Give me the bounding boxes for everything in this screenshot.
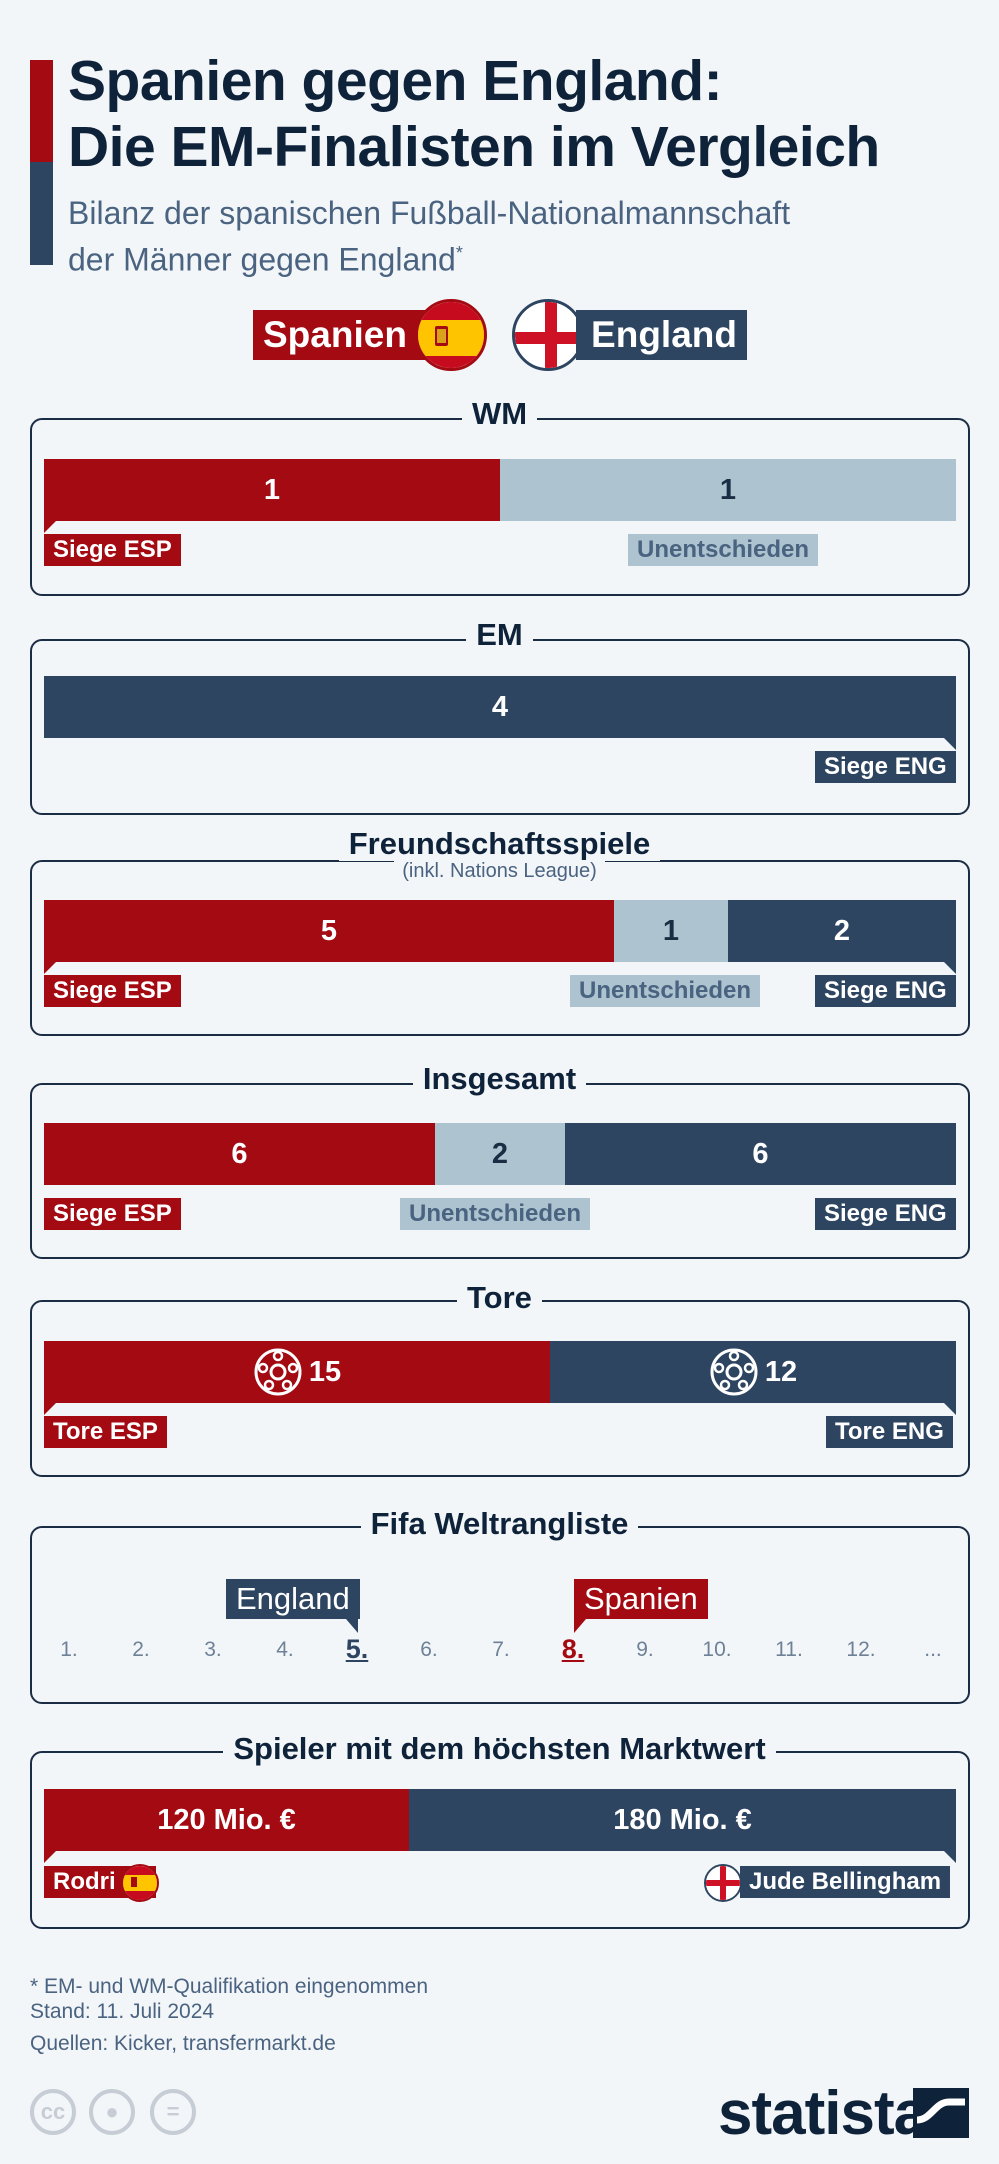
statista-logo[interactable]: statista <box>718 2079 928 2148</box>
page-title: Spanien gegen England: Die EM-Finalisten… <box>68 49 880 179</box>
goals-eng-value: 12 <box>764 1356 798 1388</box>
bar-segment-draws: 1 <box>614 900 728 962</box>
panel-title-friendlies: Freundschaftsspiele <box>0 826 999 862</box>
bar-segment-goals-eng: 12 <box>550 1341 956 1403</box>
label-wins-esp: Siege ESP <box>44 534 181 566</box>
sources-note: Quellen: Kicker, transfermarkt.de <box>30 2032 336 2055</box>
label-wins-eng: Siege ENG <box>815 975 956 1007</box>
rank-tick-spain: 8. <box>561 1634 585 1664</box>
cc-icon[interactable]: cc <box>30 2089 76 2135</box>
rank-tag-pointer <box>346 1619 358 1633</box>
label-notch <box>944 1403 956 1415</box>
team-label-england: England <box>576 310 747 360</box>
rank-tick: 1. <box>60 1638 78 1661</box>
label-notch <box>44 521 56 533</box>
football-icon <box>254 1348 302 1396</box>
accent-bar-red <box>30 60 53 162</box>
ranking-axis: 1. 2. 3. 4. 5. 6. 7. 8. 9. 10. 11. 12. .… <box>44 1634 956 1674</box>
bar-total: 6 2 6 <box>44 1123 956 1185</box>
england-flag-icon <box>704 1864 742 1902</box>
panel-title-wm: WM <box>0 396 999 432</box>
bar-segment-draws: 2 <box>435 1123 565 1185</box>
panel-title-fifa-ranking: Fifa Weltrangliste <box>0 1506 999 1542</box>
bar-segment-wins-eng: 2 <box>728 900 956 962</box>
england-flag-icon <box>512 299 584 371</box>
label-wins-esp: Siege ESP <box>44 1198 181 1230</box>
label-notch <box>944 738 956 750</box>
rank-tick-england: 5. <box>345 1634 369 1664</box>
bar-em: 4 <box>44 676 956 738</box>
spain-flag-icon <box>121 1864 159 1902</box>
label-draws: Unentschieden <box>628 534 819 566</box>
no-derivatives-icon[interactable]: = <box>150 2089 196 2135</box>
bar-friendlies: 5 1 2 <box>44 900 956 962</box>
footnote: * EM- und WM-Qualifikation eingenommen <box>30 1975 428 1998</box>
label-wins-esp: Siege ESP <box>44 975 181 1007</box>
label-wins-eng: Siege ENG <box>815 751 956 783</box>
label-goals-esp: Tore ESP <box>44 1416 167 1448</box>
bar-segment-wins-eng: 4 <box>44 676 956 738</box>
rank-tick: 11. <box>775 1638 803 1661</box>
label-notch <box>944 962 956 974</box>
panel-fifa-ranking <box>30 1526 970 1704</box>
label-draws: Unentschieden <box>400 1198 591 1230</box>
bar-wm: 1 1 <box>44 459 956 521</box>
rank-tick: 7. <box>492 1638 510 1661</box>
bar-segment-rodri: 120 Mio. € <box>44 1789 409 1851</box>
rank-tick: 12. <box>846 1638 876 1661</box>
bar-market-value: 120 Mio. € 180 Mio. € <box>44 1789 956 1851</box>
panel-title-total: Insgesamt <box>0 1061 999 1097</box>
panel-title-em: EM <box>0 617 999 653</box>
rank-tick: 10. <box>702 1638 732 1661</box>
football-icon <box>710 1348 758 1396</box>
rank-tick: 2. <box>132 1638 150 1661</box>
page-subtitle: Bilanz der spanischen Fußball-Nationalma… <box>68 195 791 278</box>
rank-tick: ... <box>924 1638 942 1661</box>
rank-tick: 9. <box>636 1638 654 1661</box>
rank-tick: 4. <box>276 1638 294 1661</box>
statista-logo-icon[interactable] <box>913 2088 969 2138</box>
panel-title-market-value: Spieler mit dem höchsten Marktwert <box>0 1731 999 1767</box>
bar-segment-bellingham: 180 Mio. € <box>409 1789 956 1851</box>
label-wins-eng: Siege ENG <box>815 1198 956 1230</box>
label-draws: Unentschieden <box>570 975 761 1007</box>
goals-esp-value: 15 <box>308 1356 342 1388</box>
rank-tag-spain: Spanien <box>574 1579 708 1619</box>
bar-segment-wins-esp: 6 <box>44 1123 435 1185</box>
label-notch <box>944 1851 956 1863</box>
label-player-bellingham: Jude Bellingham <box>740 1866 951 1898</box>
rank-tick: 3. <box>204 1638 222 1661</box>
rank-tag-pointer <box>574 1619 586 1633</box>
spain-flag-icon <box>415 299 487 371</box>
rank-tick: 6. <box>420 1638 438 1661</box>
label-notch <box>44 1851 56 1863</box>
label-notch <box>44 1403 56 1415</box>
panel-subtitle-friendlies: (inkl. Nations League) <box>0 860 999 883</box>
attribution-icon[interactable]: ● <box>89 2089 135 2135</box>
bar-segment-goals-esp: 15 <box>44 1341 550 1403</box>
bar-goals: 15 12 <box>44 1341 956 1403</box>
bar-segment-wins-esp: 5 <box>44 900 614 962</box>
panel-title-goals: Tore <box>0 1280 999 1316</box>
rank-tag-england: England <box>226 1579 360 1619</box>
bar-segment-wins-esp: 1 <box>44 459 500 521</box>
bar-segment-wins-eng: 6 <box>565 1123 956 1185</box>
bar-segment-draws: 1 <box>500 459 956 521</box>
accent-bar-navy <box>30 162 53 265</box>
date-note: Stand: 11. Juli 2024 <box>30 2000 215 2023</box>
label-notch <box>44 962 56 974</box>
label-goals-eng: Tore ENG <box>826 1416 953 1448</box>
